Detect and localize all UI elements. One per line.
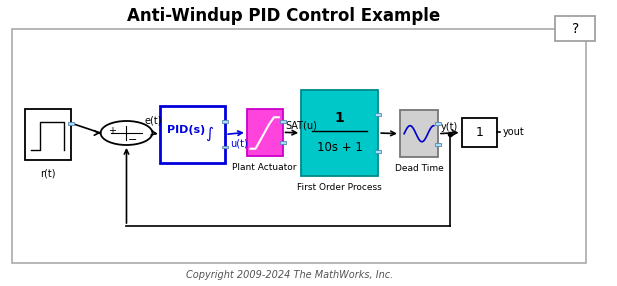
Bar (68, 122, 74, 124)
Text: PID(s): PID(s) (167, 125, 205, 135)
Text: 1: 1 (335, 111, 344, 124)
Bar (280, 141, 286, 144)
Text: Plant Actuator: Plant Actuator (233, 163, 297, 172)
Bar (400, 110, 438, 157)
Text: y(t): y(t) (441, 122, 458, 132)
Text: 10s + 1: 10s + 1 (317, 141, 363, 154)
Bar (160, 106, 225, 163)
Bar (462, 118, 497, 147)
Bar (435, 122, 441, 125)
Text: e(t): e(t) (144, 116, 162, 126)
Text: ∫: ∫ (205, 126, 213, 141)
Bar (435, 143, 441, 146)
Text: +: + (108, 126, 116, 136)
Text: Anti-Windup PID Control Example: Anti-Windup PID Control Example (127, 7, 441, 25)
Text: −: − (128, 135, 138, 145)
Text: yout: yout (502, 128, 524, 137)
Bar (12, 29, 586, 263)
Text: r(t): r(t) (40, 168, 56, 178)
Bar (375, 113, 381, 116)
Bar (280, 120, 286, 123)
Text: Dead Time: Dead Time (394, 164, 444, 173)
Text: Copyright 2009-2024 The MathWorks, Inc.: Copyright 2009-2024 The MathWorks, Inc. (186, 270, 394, 279)
Bar (25, 109, 71, 160)
Bar (375, 150, 381, 153)
Text: ?: ? (572, 22, 579, 35)
Bar (555, 16, 595, 41)
Bar (301, 90, 378, 176)
Bar (247, 109, 283, 156)
Circle shape (101, 121, 152, 145)
Bar (222, 146, 228, 148)
Bar (222, 120, 228, 123)
Text: SAT(u): SAT(u) (286, 120, 318, 130)
Text: First Order Process: First Order Process (297, 183, 382, 192)
Text: 1: 1 (476, 126, 483, 139)
Text: u(t): u(t) (230, 138, 248, 148)
